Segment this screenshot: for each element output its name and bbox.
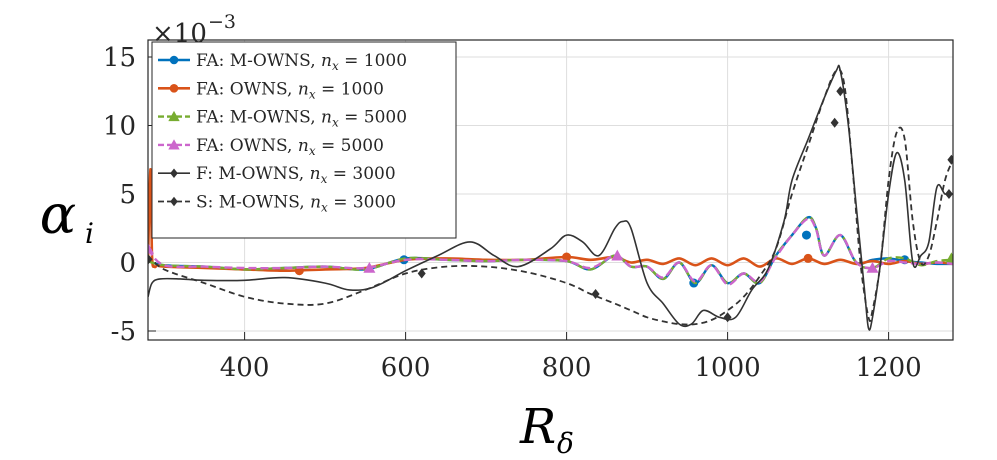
x-label-main: R (519, 399, 556, 455)
series-marker (836, 86, 845, 97)
legend-label: FA: M-OWNS, nx = 1000 (196, 51, 407, 73)
legend-entry: FA: M-OWNS, nx = 1000 (158, 51, 407, 73)
y-tick-label: 0 (119, 249, 136, 279)
legend-box (151, 41, 457, 239)
legend-label: FA: OWNS, nx = 1000 (196, 79, 384, 101)
legend-entry: FA: M-OWNS, nx = 5000 (158, 108, 407, 130)
y-tick-label: 10 (103, 112, 136, 142)
legend-swatch-marker (168, 139, 180, 150)
series-line (148, 68, 953, 326)
legend-entry: S: M-OWNS, nx = 3000 (158, 193, 396, 215)
y-axis-label: α i (40, 183, 94, 250)
plot-frame (147, 39, 954, 341)
x-tick-label: 400 (220, 353, 270, 383)
y-tick-label: 5 (119, 180, 136, 210)
y-tick-label: -5 (111, 317, 136, 347)
legend-label: FA: M-OWNS, nx = 5000 (196, 108, 407, 130)
series-marker (562, 252, 572, 262)
series-marker (803, 253, 813, 263)
legend: FA: M-OWNS, nx = 1000 FA: OWNS, nx = 1000… (151, 41, 457, 239)
series-marker (947, 154, 953, 165)
legend-entry: F: M-OWNS, nx = 3000 (158, 164, 396, 186)
y-tick-label: 15 (103, 43, 136, 73)
series-marker (611, 249, 624, 261)
series-marker (830, 117, 839, 128)
x-tick-label: 800 (542, 353, 592, 383)
legend-label: FA: OWNS, nx = 5000 (196, 136, 384, 158)
series-6 (148, 68, 953, 326)
x-ticks: 400 600 800 1000 1200 (220, 332, 922, 383)
y-label-sub: i (85, 217, 94, 250)
series-marker (363, 261, 376, 273)
legend-entry: FA: OWNS, nx = 5000 (158, 136, 384, 158)
series-layer (148, 64, 953, 331)
legend-swatch-marker (170, 196, 178, 207)
legend-label: S: M-OWNS, nx = 3000 (196, 193, 396, 215)
series-marker (866, 261, 879, 273)
series-marker (801, 230, 811, 240)
series-marker (723, 312, 732, 323)
x-tick-label: 1000 (695, 353, 761, 383)
x-label-sub: δ (557, 427, 574, 460)
legend-label: F: M-OWNS, nx = 3000 (196, 164, 396, 186)
series-marker (417, 268, 426, 279)
x-tick-label: 1200 (856, 353, 922, 383)
y-label-main: α (40, 183, 76, 246)
legend-swatch-marker (170, 168, 178, 178)
legend-swatch-marker (169, 55, 179, 65)
series-marker (591, 289, 600, 300)
series-line (148, 167, 953, 272)
legend-swatch-marker (168, 110, 180, 122)
series-4 (148, 217, 953, 286)
x-axis-label: R δ (519, 399, 574, 460)
series-marker (148, 242, 154, 254)
series-marker (945, 252, 953, 264)
series-marker (944, 189, 953, 199)
legend-swatch-marker (169, 84, 179, 93)
series-line (148, 217, 953, 286)
legend-entry: FA: OWNS, nx = 1000 (158, 79, 384, 101)
x-tick-label: 600 (381, 353, 431, 383)
multiplier-exponent: −3 (208, 11, 236, 33)
